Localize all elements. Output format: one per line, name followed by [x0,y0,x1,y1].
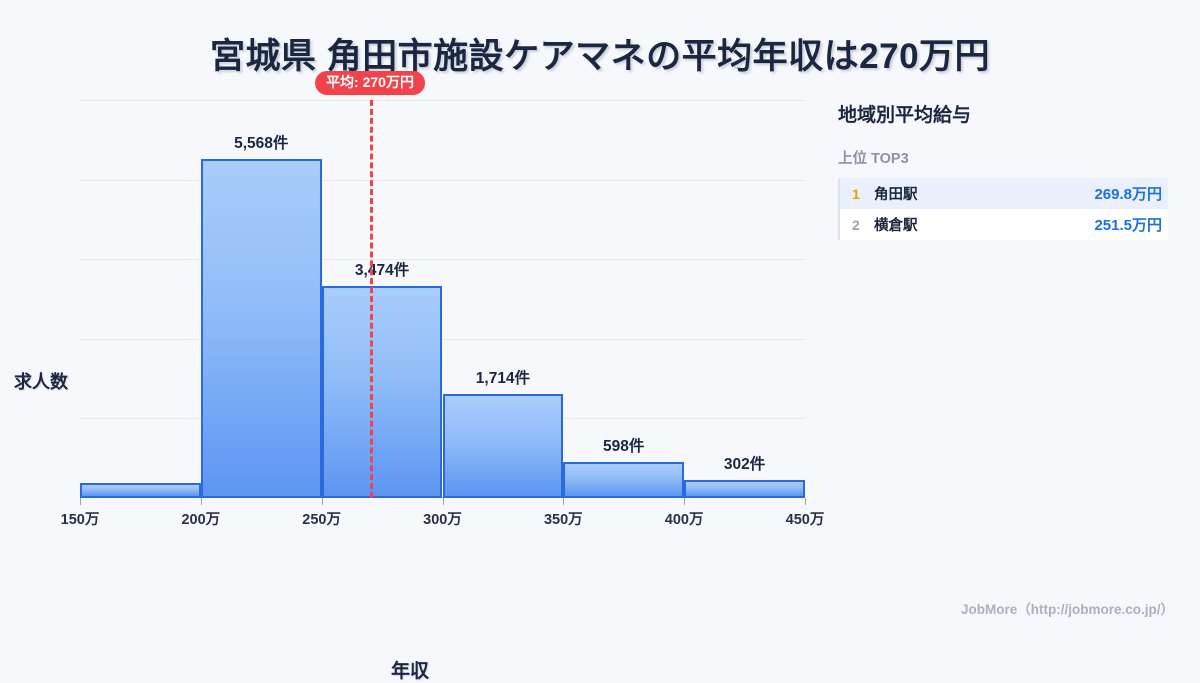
ranking-position: 2 [852,216,860,233]
gridline [80,100,805,101]
x-axis-tick-label: 250万 [302,512,342,528]
average-line [370,100,373,498]
x-axis-tick [684,498,686,505]
x-axis-tick [805,498,806,505]
plot-area: 5,568件 3,474件 1,714件 598件 302件 150万 200万 250万 30… [61,71,824,528]
gridline [80,179,805,181]
x-axis-title: 年収 [390,661,429,682]
histogram-bar [442,393,564,498]
x-axis-tick-label: 400万 [664,512,704,528]
x-axis-tick-label: 350万 [543,512,583,528]
ranking-row: 2 横倉駅 251.5万円 [840,209,1168,240]
x-axis-tick-label: 200万 [181,512,221,528]
x-axis-tick-label: 450万 [785,512,825,528]
x-axis-tick [442,498,444,505]
ranking-area-name: 角田駅 [874,187,918,203]
footer-attribution: JobMore（http://jobmore.co.jp/） [961,602,1174,617]
bar-value-label: 5,568件 [234,134,289,152]
infographic-root: 宮城県 角田市施設ケアマネの平均年収は270万円 5,568件 3,474件 1,7… [0,37,1174,682]
x-axis-tick [563,498,565,505]
bar-value-label: 302件 [723,455,766,473]
ranking-list: 1 角田駅 269.8万円 2 横倉駅 251.5万円 [838,178,1168,240]
side-panel-heading: 地域別平均給与 [838,105,972,126]
ranking-row: 1 角田駅 269.8万円 [840,178,1168,209]
x-axis-tick [321,498,323,505]
page-title: 宮城県 角田市施設ケアマネの平均年収は270万円 [209,37,991,76]
bar-value-label: 3,474件 [354,262,410,280]
average-badge: 平均: 270万円 [315,71,425,96]
histogram-chart: 5,568件 3,474件 1,714件 598件 302件 150万 200万 250万 30… [0,71,824,682]
ranking-salary-value: 269.8万円 [1094,186,1162,203]
histogram-bar [200,158,322,498]
side-panel-subheading: 上位 TOP3 [838,151,909,167]
side-panel: 地域別平均給与 上位 TOP3 1 角田駅 269.8万円 2 横倉駅 251.5万円 [838,100,1168,240]
histogram-bar [80,483,201,498]
bar-value-label: 598件 [603,437,645,455]
x-axis-tick [200,498,202,505]
y-axis-title: 求人数 [14,372,68,392]
x-axis-tick [80,498,81,505]
ranking-salary-value: 251.5万円 [1094,217,1162,234]
histogram-bar [321,286,443,498]
histogram-bar [563,461,685,498]
bar-value-label: 1,714件 [475,369,531,387]
gridline [80,259,805,261]
x-axis-tick-label: 150万 [60,512,100,528]
x-axis-tick-label: 300万 [423,512,462,528]
ranking-position: 1 [852,185,860,202]
ranking-area-name: 横倉駅 [874,218,918,234]
gridline [80,338,805,340]
histogram-bar [684,479,805,498]
